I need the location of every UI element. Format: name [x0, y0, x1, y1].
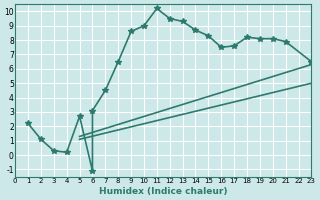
X-axis label: Humidex (Indice chaleur): Humidex (Indice chaleur)	[99, 187, 228, 196]
